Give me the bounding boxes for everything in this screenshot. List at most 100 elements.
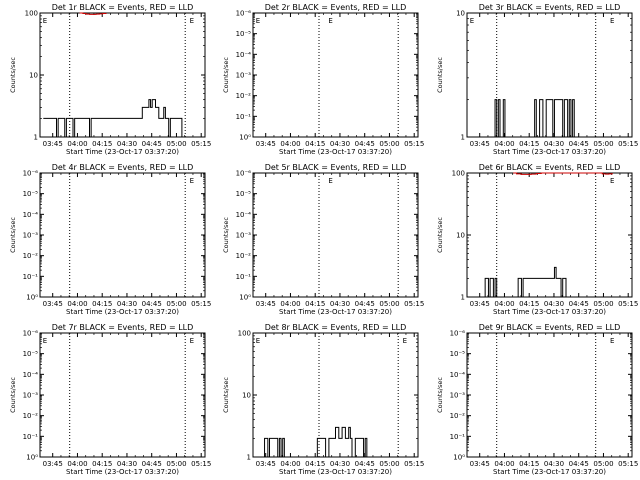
- x-tick-label: 04:15: [92, 460, 112, 468]
- events-series-line: [483, 266, 567, 298]
- x-axis-label: Start Time (23-Oct-17 03:37:20): [279, 148, 392, 156]
- x-axis-label: Start Time (23-Oct-17 03:37:20): [493, 308, 606, 316]
- x-tick-label: 05:15: [191, 140, 211, 148]
- y-tick-label: 10: [456, 232, 465, 240]
- x-tick-label: 04:00: [494, 300, 514, 308]
- y-tick-label: 10⁻⁶: [23, 170, 39, 178]
- e-marker: E: [610, 337, 614, 345]
- e-marker: E: [610, 177, 614, 185]
- events-series-line: [262, 426, 368, 458]
- y-tick-label: 100: [238, 330, 251, 338]
- x-tick-label: 04:15: [519, 300, 539, 308]
- x-tick-label: 03:45: [43, 460, 63, 468]
- x-tick-label: 04:00: [67, 140, 87, 148]
- y-tick-label: 10⁰: [453, 454, 465, 462]
- y-tick-label: 10⁻¹: [23, 273, 39, 281]
- x-axis-label: Start Time (23-Oct-17 03:37:20): [66, 148, 179, 156]
- y-tick-label: 10: [242, 392, 251, 400]
- x-tick-label: 04:15: [92, 300, 112, 308]
- e-marker: E: [43, 337, 47, 345]
- x-tick-label: 04:30: [330, 140, 350, 148]
- y-axis-label: Counts/sec: [9, 57, 17, 93]
- y-tick-label: 10⁻²: [23, 252, 39, 260]
- x-tick-label: 05:00: [166, 300, 186, 308]
- panel-title: Det 7r BLACK = Events, RED = LLD: [52, 323, 194, 332]
- detector-panel: Det 8r BLACK = Events, RED = LLD 1 10 100 Co…: [222, 323, 424, 476]
- y-tick-label: 1: [247, 454, 251, 462]
- detector-panel: Det 7r BLACK = Events, RED = LLD 10⁰ 10⁻¹ 1…: [9, 323, 211, 476]
- panel-title: Det 2r BLACK = Events, RED = LLD: [265, 3, 407, 12]
- e-marker: E: [328, 177, 332, 185]
- x-tick-label: 05:15: [618, 140, 638, 148]
- x-tick-label: 05:15: [191, 300, 211, 308]
- y-tick-label: 10⁻²: [23, 412, 39, 420]
- x-tick-label: 04:30: [330, 460, 350, 468]
- x-tick-label: 04:15: [519, 460, 539, 468]
- y-tick-label: 10⁻⁶: [23, 330, 39, 338]
- lld-series-line: [513, 172, 613, 175]
- events-series-line: [43, 99, 183, 138]
- x-tick-label: 04:30: [544, 300, 564, 308]
- y-tick-label: 10⁰: [239, 294, 251, 302]
- panel-title: Det 1r BLACK = Events, RED = LLD: [52, 3, 194, 12]
- y-tick-label: 10⁻⁶: [236, 10, 252, 18]
- y-tick-label: 10⁻²: [236, 252, 252, 260]
- x-axis-label: Start Time (23-Oct-17 03:37:20): [493, 148, 606, 156]
- x-tick-label: 03:45: [470, 140, 490, 148]
- y-axis-label: Counts/sec: [436, 57, 444, 93]
- plot-frame: [252, 172, 419, 298]
- y-axis-label: Counts/sec: [222, 377, 230, 413]
- x-tick-label: 04:30: [544, 140, 564, 148]
- e-marker: E: [190, 337, 194, 345]
- x-tick-label: 05:15: [404, 140, 424, 148]
- y-tick-label: 10⁻⁵: [236, 30, 252, 38]
- y-tick-label: 10⁻²: [450, 412, 466, 420]
- x-axis-label: Start Time (23-Oct-17 03:37:20): [279, 468, 392, 476]
- y-tick-label: 10⁻⁵: [236, 190, 252, 198]
- y-tick-label: 10⁰: [26, 454, 38, 462]
- y-tick-label: 10⁻⁴: [23, 211, 39, 219]
- y-tick-label: 10⁻⁶: [450, 330, 466, 338]
- panel-title: Det 3r BLACK = Events, RED = LLD: [479, 3, 621, 12]
- events-series-line: [493, 99, 575, 138]
- panel-title: Det 5r BLACK = Events, RED = LLD: [265, 163, 407, 172]
- x-tick-label: 04:30: [117, 140, 137, 148]
- x-tick-label: 04:45: [569, 460, 589, 468]
- y-axis-label: Counts/sec: [436, 377, 444, 413]
- y-tick-label: 10⁻⁴: [450, 371, 466, 379]
- y-tick-label: 10⁰: [26, 294, 38, 302]
- x-tick-label: 04:15: [92, 140, 112, 148]
- x-tick-label: 05:15: [404, 300, 424, 308]
- y-tick-label: 10⁻⁶: [236, 170, 252, 178]
- y-axis-label: Counts/sec: [9, 377, 17, 413]
- y-tick-label: 10⁻⁴: [236, 211, 252, 219]
- x-tick-label: 05:00: [379, 460, 399, 468]
- y-tick-label: 10⁻²: [236, 92, 252, 100]
- e-marker: E: [43, 17, 47, 25]
- e-marker: E: [256, 17, 260, 25]
- x-tick-label: 03:45: [43, 300, 63, 308]
- x-tick-label: 04:15: [305, 140, 325, 148]
- x-tick-label: 04:45: [142, 460, 162, 468]
- x-tick-label: 03:45: [470, 300, 490, 308]
- x-tick-label: 05:15: [404, 460, 424, 468]
- plot-frame: [252, 12, 419, 138]
- y-axis-label: Counts/sec: [222, 217, 230, 253]
- y-tick-label: 10⁻¹: [236, 113, 252, 121]
- x-tick-label: 04:45: [355, 140, 375, 148]
- y-tick-label: 1: [34, 134, 38, 142]
- y-tick-label: 10⁻¹: [236, 273, 252, 281]
- y-tick-label: 10⁻⁵: [23, 190, 39, 198]
- y-tick-label: 10⁻³: [450, 392, 466, 400]
- detector-panel: Det 1r BLACK = Events, RED = LLD 1 10 100 Co…: [9, 3, 211, 156]
- y-axis-label: Counts/sec: [222, 57, 230, 93]
- x-axis-label: Start Time (23-Oct-17 03:37:20): [66, 308, 179, 316]
- detector-panel: Det 4r BLACK = Events, RED = LLD 10⁰ 10⁻¹ 1…: [9, 163, 211, 316]
- y-tick-label: 1: [461, 294, 465, 302]
- y-tick-label: 10⁻⁵: [450, 350, 466, 358]
- y-tick-label: 10⁻¹: [450, 433, 466, 441]
- x-tick-label: 05:00: [593, 460, 613, 468]
- x-axis-label: Start Time (23-Oct-17 03:37:20): [66, 468, 179, 476]
- x-tick-label: 05:00: [593, 140, 613, 148]
- x-tick-label: 04:00: [494, 140, 514, 148]
